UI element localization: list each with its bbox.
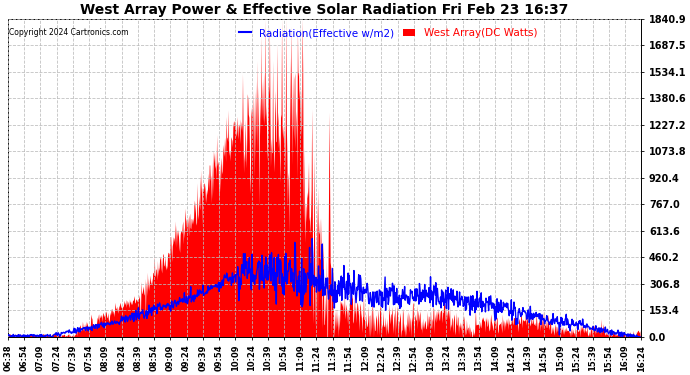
Legend: Radiation(Effective w/m2), West Array(DC Watts): Radiation(Effective w/m2), West Array(DC… (235, 24, 542, 42)
Title: West Array Power & Effective Solar Radiation Fri Feb 23 16:37: West Array Power & Effective Solar Radia… (81, 3, 569, 18)
Text: Copyright 2024 Cartronics.com: Copyright 2024 Cartronics.com (8, 28, 128, 37)
